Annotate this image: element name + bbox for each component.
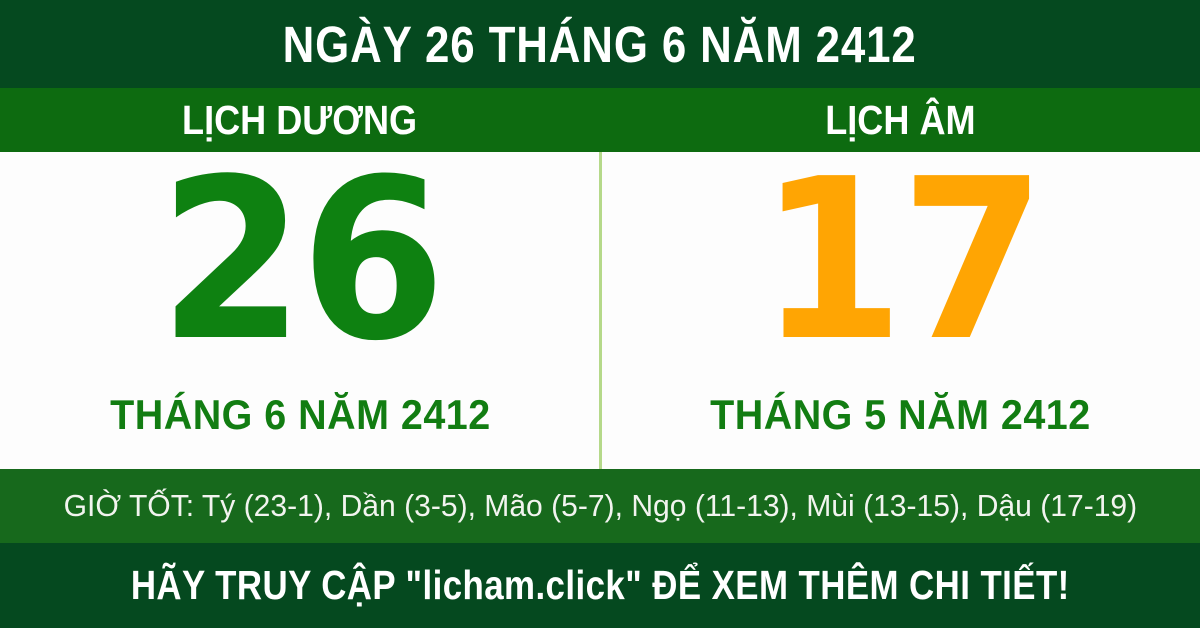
good-hours-bar: GIỜ TỐT: Tý (23-1), Dần (3-5), Mão (5-7)… [0, 469, 1200, 543]
solar-day-number: 26 [158, 132, 446, 390]
lunar-calendar-label: LỊCH ÂM [824, 96, 976, 143]
footer-text: HÃY TRUY CẬP "licham.click" ĐỂ XEM THÊM … [130, 562, 1070, 608]
lunar-month-year: THÁNG 5 NĂM 2412 [709, 391, 1091, 438]
solar-month-year: THÁNG 6 NĂM 2412 [109, 391, 491, 438]
vertical-divider [599, 152, 602, 469]
header-bar: NGÀY 26 THÁNG 6 NĂM 2412 [0, 0, 1200, 88]
solar-calendar-label: LỊCH DƯƠNG [182, 96, 418, 143]
page-title: NGÀY 26 THÁNG 6 NĂM 2412 [282, 15, 918, 73]
solar-panel: 26 THÁNG 6 NĂM 2412 [0, 146, 600, 469]
calendar-type-header-row: LỊCH DƯƠNG LỊCH ÂM [0, 88, 1200, 152]
solar-calendar-header: LỊCH DƯƠNG [0, 88, 600, 152]
calendar-content: 26 THÁNG 6 NĂM 2412 17 THÁNG 5 NĂM 2412 [0, 146, 1200, 469]
footer-bar: HÃY TRUY CẬP "licham.click" ĐỂ XEM THÊM … [0, 543, 1200, 628]
lunar-day-number: 17 [758, 132, 1046, 390]
lunar-calendar-header: LỊCH ÂM [600, 88, 1200, 152]
lunar-panel: 17 THÁNG 5 NĂM 2412 [600, 146, 1200, 469]
good-hours-text: GIỜ TỐT: Tý (23-1), Dần (3-5), Mão (5-7)… [63, 488, 1137, 523]
